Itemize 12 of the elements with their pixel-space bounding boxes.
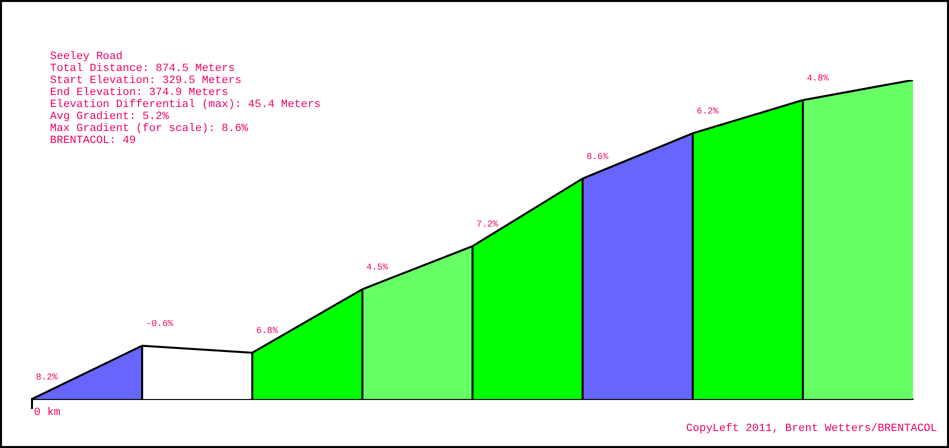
annotation: 8.2% bbox=[36, 372, 58, 382]
annotation: 7.2% bbox=[476, 220, 499, 230]
chart-title: Seeley Road bbox=[50, 51, 124, 63]
annotation: 4.5% bbox=[366, 262, 389, 273]
text: CopyLeft 2011, Brent Wetters/BRENTACOL bbox=[686, 423, 937, 435]
annotation: 4.8% bbox=[806, 73, 830, 84]
text: Total Distance: 874.5 Meters Start Elevation: 329.5 Meters End Elevation: 374.9 Meters Elevation Differential (max): 45.4 Meters Avg Gradient: 5.2% Max Gradient (for scale): 8.6% BRENTACOL: 49 bbox=[50, 63, 321, 147]
annotation: 8.6% bbox=[586, 152, 609, 162]
annotation: -0.6% bbox=[146, 319, 174, 330]
text: 0 km bbox=[34, 406, 61, 419]
annotation: 6.2% bbox=[696, 106, 719, 117]
annotation: 6.8% bbox=[256, 326, 278, 336]
